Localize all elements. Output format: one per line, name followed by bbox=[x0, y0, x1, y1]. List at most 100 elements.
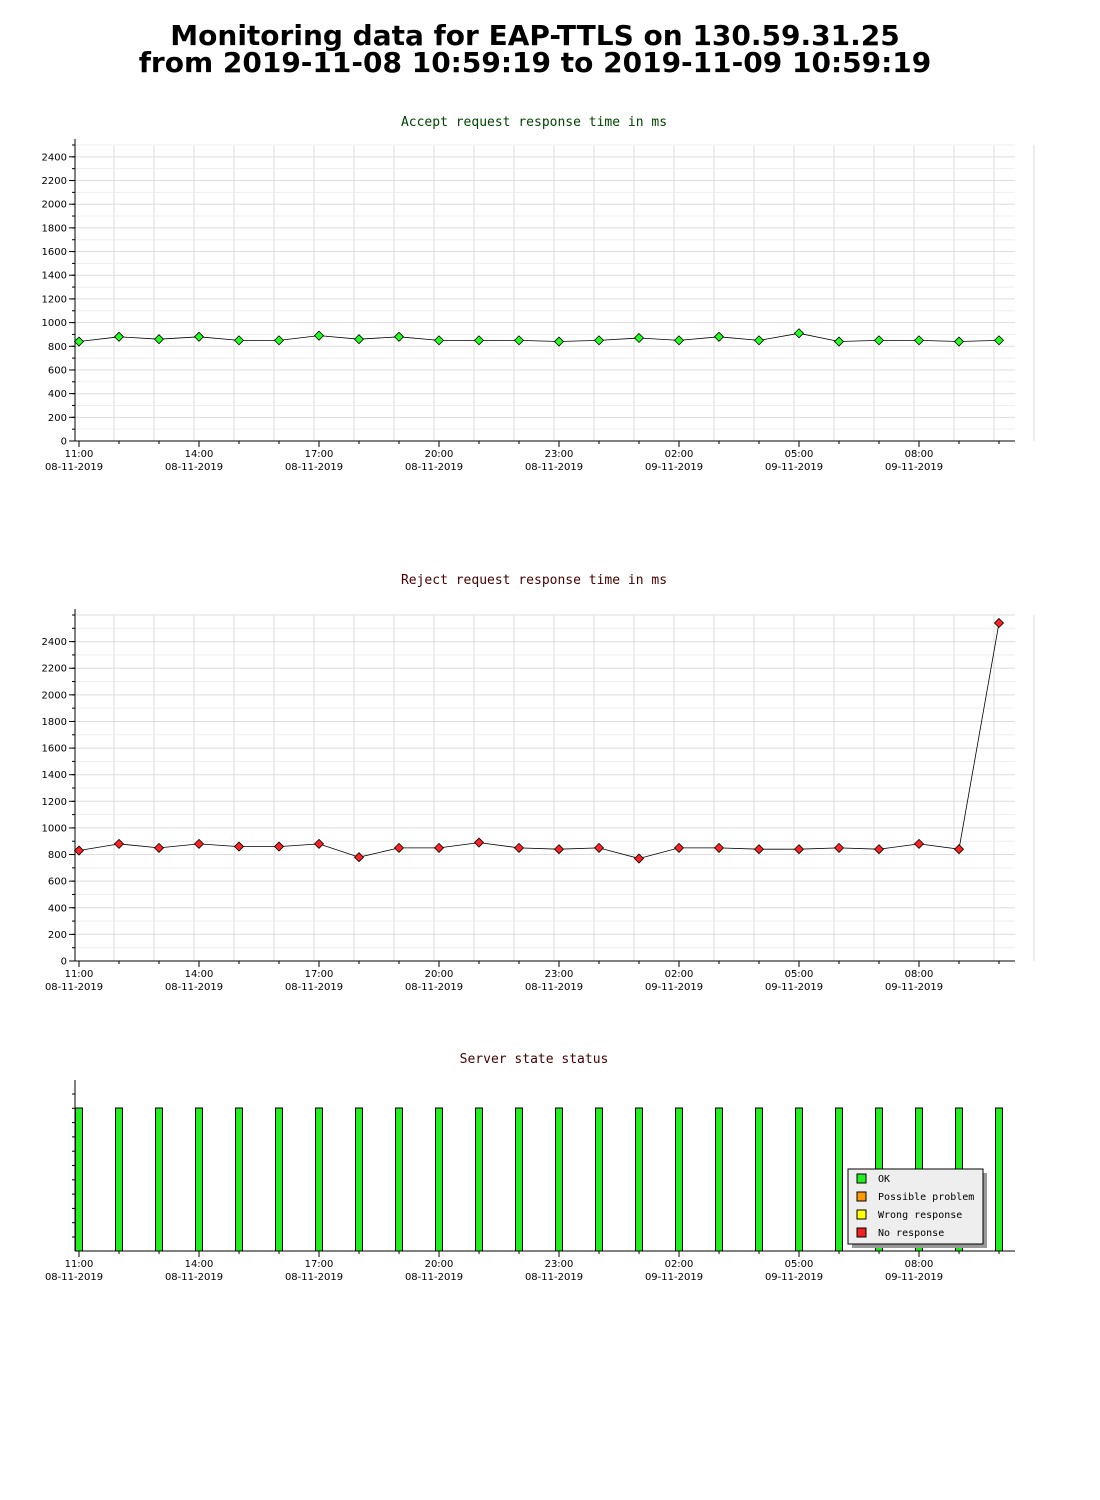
reject-x-tick-time: 23:00 bbox=[545, 969, 574, 980]
accept-data-point bbox=[793, 328, 805, 339]
legend-swatch bbox=[856, 1227, 867, 1238]
reject-x-tick-date: 08-11-2019 bbox=[285, 982, 343, 993]
accept-data-point bbox=[153, 334, 165, 345]
reject-y-tick-label: 1800 bbox=[42, 717, 67, 728]
status-bar bbox=[675, 1107, 683, 1252]
status-x-tick-time: 02:00 bbox=[665, 1259, 694, 1270]
status-x-tick-time: 17:00 bbox=[305, 1259, 334, 1270]
legend-swatch bbox=[856, 1209, 867, 1220]
status-bar bbox=[435, 1107, 443, 1252]
reject-response-chart: Reject request response time in ms 0 200 40… bbox=[42, 573, 1035, 993]
reject-data-point bbox=[553, 844, 565, 855]
status-bar bbox=[115, 1107, 123, 1252]
status-x-tick-date: 08-11-2019 bbox=[285, 1272, 343, 1283]
accept-data-point bbox=[313, 330, 325, 341]
accept-y-tick-label: 2200 bbox=[42, 176, 67, 187]
status-bar bbox=[995, 1107, 1003, 1252]
status-x-tick-time: 11:00 bbox=[65, 1259, 94, 1270]
reject-data-point bbox=[513, 842, 525, 853]
legend-swatch bbox=[856, 1191, 867, 1202]
reject-data-point bbox=[193, 838, 205, 849]
reject-x-tick-date: 08-11-2019 bbox=[165, 982, 223, 993]
accept-series-line bbox=[78, 332, 1000, 342]
reject-y-tick-label: 2200 bbox=[42, 664, 67, 675]
status-bar bbox=[275, 1107, 283, 1252]
reject-x-tick-date: 08-11-2019 bbox=[405, 982, 463, 993]
reject-x-tick-time: 05:00 bbox=[785, 969, 814, 980]
reject-y-tick-label: 0 bbox=[61, 957, 67, 968]
reject-y-tick-label: 1200 bbox=[42, 797, 67, 808]
reject-x-tick-time: 17:00 bbox=[305, 969, 334, 980]
reject-data-point bbox=[73, 845, 85, 856]
accept-data-point bbox=[513, 335, 525, 346]
reject-data-point bbox=[433, 842, 445, 853]
accept-data-point bbox=[473, 335, 485, 346]
accept-data-point bbox=[233, 335, 245, 346]
accept-x-tick-time: 11:00 bbox=[65, 449, 94, 460]
status-bar bbox=[595, 1107, 603, 1252]
accept-data-point bbox=[873, 335, 885, 346]
legend-swatch bbox=[856, 1173, 867, 1184]
accept-x-tick-time: 02:00 bbox=[665, 449, 694, 460]
reject-data-point bbox=[713, 842, 725, 853]
reject-data-point bbox=[113, 838, 125, 849]
reject-data-point bbox=[793, 844, 805, 855]
accept-y-tick-label: 600 bbox=[48, 365, 67, 376]
reject-data-point bbox=[913, 838, 925, 849]
status-bar bbox=[475, 1107, 483, 1252]
reject-y-tick-label: 200 bbox=[48, 930, 67, 941]
accept-data-point bbox=[433, 335, 445, 346]
accept-x-tick-date: 09-11-2019 bbox=[645, 462, 703, 473]
accept-x-tick-date: 08-11-2019 bbox=[45, 462, 103, 473]
accept-y-tick-label: 0 bbox=[61, 437, 67, 448]
status-x-tick-time: 23:00 bbox=[545, 1259, 574, 1270]
reject-data-point bbox=[353, 852, 365, 863]
status-bar bbox=[195, 1107, 203, 1252]
accept-y-tick-label: 1800 bbox=[42, 223, 67, 234]
reject-data-point bbox=[153, 842, 165, 853]
accept-y-tick-label: 400 bbox=[48, 389, 67, 400]
reject-data-point bbox=[393, 842, 405, 853]
accept-data-point bbox=[633, 332, 645, 344]
accept-y-tick-label: 1600 bbox=[42, 247, 67, 258]
accept-x-tick-time: 05:00 bbox=[785, 449, 814, 460]
reject-data-point bbox=[273, 841, 285, 852]
reject-data-point bbox=[673, 842, 685, 853]
status-x-tick-date: 09-11-2019 bbox=[885, 1272, 943, 1283]
reject-x-tick-time: 20:00 bbox=[425, 969, 454, 980]
reject-x-tick-date: 09-11-2019 bbox=[765, 982, 823, 993]
status-bar bbox=[635, 1107, 643, 1252]
accept-data-point bbox=[73, 336, 85, 347]
status-bar bbox=[355, 1107, 363, 1252]
status-x-tick-date: 08-11-2019 bbox=[525, 1272, 583, 1283]
status-bar bbox=[515, 1107, 523, 1252]
reject-y-tick-label: 2000 bbox=[42, 690, 67, 701]
status-x-tick-date: 08-11-2019 bbox=[405, 1272, 463, 1283]
accept-data-point bbox=[593, 335, 605, 346]
reject-x-tick-time: 02:00 bbox=[665, 969, 694, 980]
status-x-tick-date: 08-11-2019 bbox=[45, 1272, 103, 1283]
legend-label: OK bbox=[878, 1174, 890, 1185]
reject-data-point bbox=[593, 842, 605, 853]
reject-x-tick-time: 08:00 bbox=[905, 969, 934, 980]
accept-y-tick-label: 800 bbox=[48, 342, 67, 353]
reject-chart-title: Reject request response time in ms bbox=[401, 573, 667, 588]
accept-data-point bbox=[193, 331, 205, 342]
reject-y-tick-label: 1600 bbox=[42, 744, 67, 755]
accept-data-point bbox=[753, 335, 765, 346]
reject-x-tick-date: 09-11-2019 bbox=[885, 982, 943, 993]
page-title: Monitoring data for EAP-TTLS on 130.59.3… bbox=[0, 19, 1070, 77]
status-legend: OK Possible problem Wrong response No respo… bbox=[847, 1168, 987, 1248]
reject-data-point bbox=[313, 838, 325, 849]
status-bar bbox=[835, 1107, 843, 1252]
reject-data-point bbox=[633, 853, 645, 864]
legend-label: No response bbox=[878, 1228, 944, 1239]
legend-box bbox=[847, 1168, 984, 1245]
page-title-line1: Monitoring data for EAP-TTLS on 130.59.3… bbox=[170, 19, 900, 52]
reject-x-tick-date: 09-11-2019 bbox=[645, 982, 703, 993]
reject-data-point bbox=[753, 844, 765, 855]
accept-y-tick-label: 200 bbox=[48, 413, 67, 424]
accept-response-chart: Accept request response time in ms 0 200 40… bbox=[42, 115, 1035, 473]
accept-y-tick-label: 2400 bbox=[42, 152, 67, 163]
accept-x-tick-date: 08-11-2019 bbox=[405, 462, 463, 473]
